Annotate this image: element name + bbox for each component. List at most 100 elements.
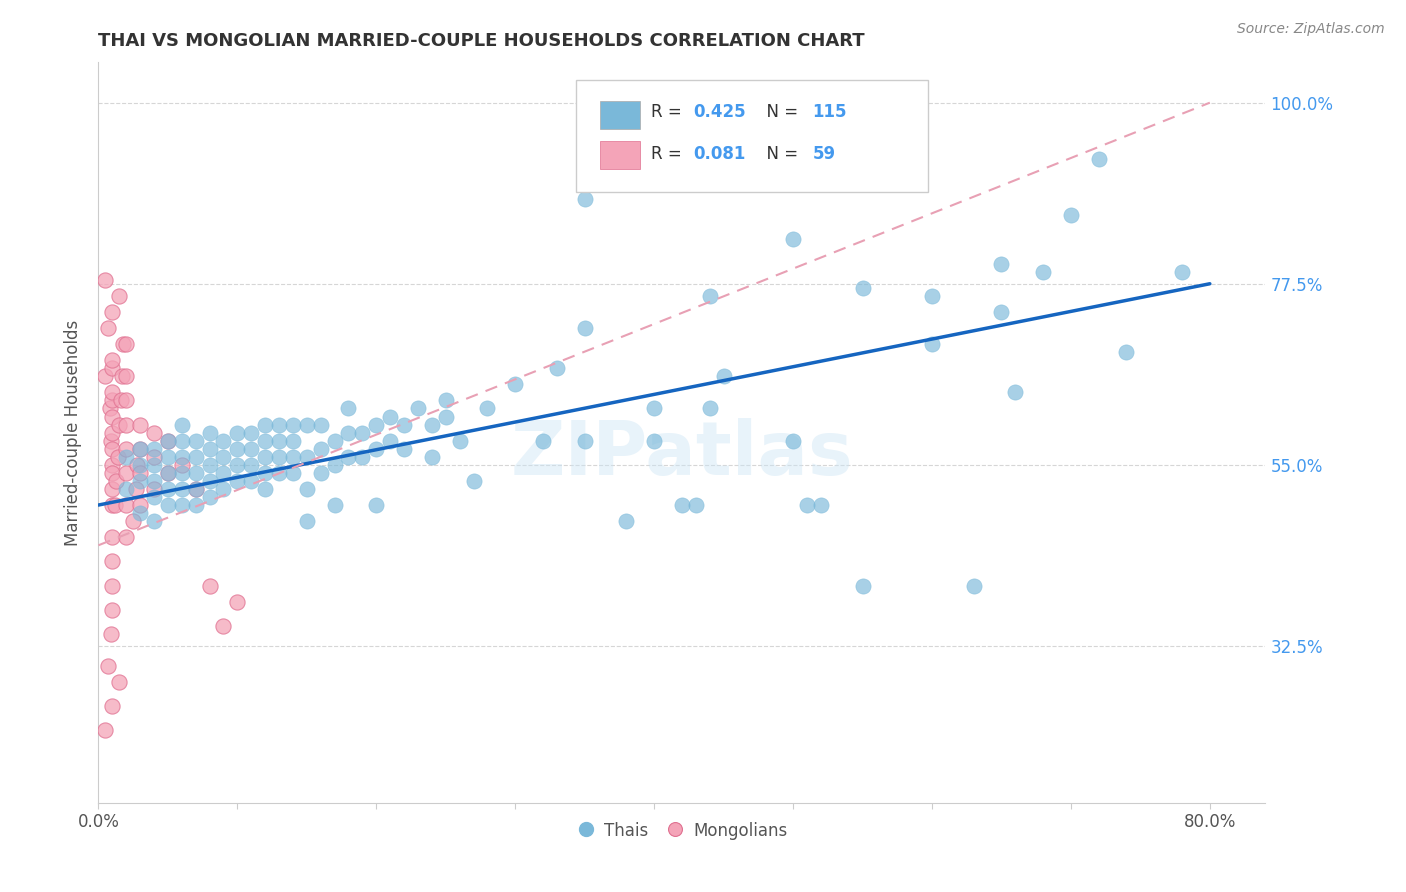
Point [129,498,152,512]
Point [226,594,249,608]
Point [143,514,166,528]
Point [226,474,249,488]
Point [240,442,263,456]
Point [323,434,346,448]
Point [380,434,402,448]
Point [574,192,596,206]
Point [94,723,117,738]
Point [156,434,179,448]
Point [254,466,277,480]
Point [143,474,166,488]
Point [100,627,122,641]
Point [115,482,138,496]
Point [101,699,124,714]
Point [267,417,290,432]
Point [226,425,249,440]
Point [184,466,207,480]
Text: N =: N = [756,103,804,121]
Point [1060,208,1083,222]
Point [108,675,131,690]
Point [198,490,221,504]
Point [143,442,166,456]
Point [463,474,485,488]
Point [420,450,443,464]
Point [115,442,138,456]
Point [281,466,304,480]
Point [111,369,134,384]
Point [129,466,152,480]
Point [1004,385,1026,400]
Point [281,417,304,432]
Point [170,417,193,432]
Point [254,417,277,432]
Point [240,458,263,472]
Point [129,506,152,520]
Text: THAI VS MONGOLIAN MARRIED-COUPLE HOUSEHOLDS CORRELATION CHART: THAI VS MONGOLIAN MARRIED-COUPLE HOUSEHO… [98,32,865,50]
Point [240,425,263,440]
Point [101,442,124,456]
Point [226,442,249,456]
Point [97,659,120,673]
Point [143,458,166,472]
Point [98,401,121,416]
Point [101,305,124,319]
Point [170,450,193,464]
Point [254,450,277,464]
Point [699,401,721,416]
Point [129,442,152,456]
Point [851,281,873,295]
Point [184,482,207,496]
Point [170,482,193,496]
Text: R =: R = [651,145,688,163]
Point [295,514,318,528]
Point [685,498,707,512]
Point [101,385,124,400]
Point [254,482,277,496]
Point [143,490,166,504]
Text: 0.081: 0.081 [693,145,745,163]
Point [1032,265,1054,279]
Point [101,602,124,616]
Point [503,377,526,392]
Point [101,361,124,376]
Point [434,393,457,408]
Point [156,466,179,480]
Text: 0.425: 0.425 [693,103,745,121]
Text: 59: 59 [813,145,835,163]
Point [129,458,152,472]
Point [125,482,148,496]
Point [281,450,304,464]
Text: R =: R = [651,103,688,121]
Point [212,482,235,496]
Point [156,498,179,512]
Point [226,458,249,472]
Point [156,466,179,480]
Y-axis label: Married-couple Households: Married-couple Households [65,319,83,546]
Point [143,450,166,464]
Point [449,434,471,448]
Point [614,514,637,528]
Point [170,434,193,448]
Point [254,434,277,448]
Point [1087,152,1109,166]
Point [990,305,1012,319]
Point [115,337,138,351]
Point [643,401,665,416]
Point [309,466,332,480]
Point [309,417,332,432]
Point [129,442,152,456]
Point [94,369,117,384]
Text: N =: N = [756,145,804,163]
Point [107,450,129,464]
Point [212,450,235,464]
Point [990,257,1012,271]
Point [406,401,429,416]
Point [198,425,221,440]
Point [267,466,290,480]
Text: Source: ZipAtlas.com: Source: ZipAtlas.com [1237,22,1385,37]
Point [392,417,415,432]
Point [101,530,124,544]
Point [122,514,145,528]
Point [115,530,138,544]
Point [1171,265,1194,279]
